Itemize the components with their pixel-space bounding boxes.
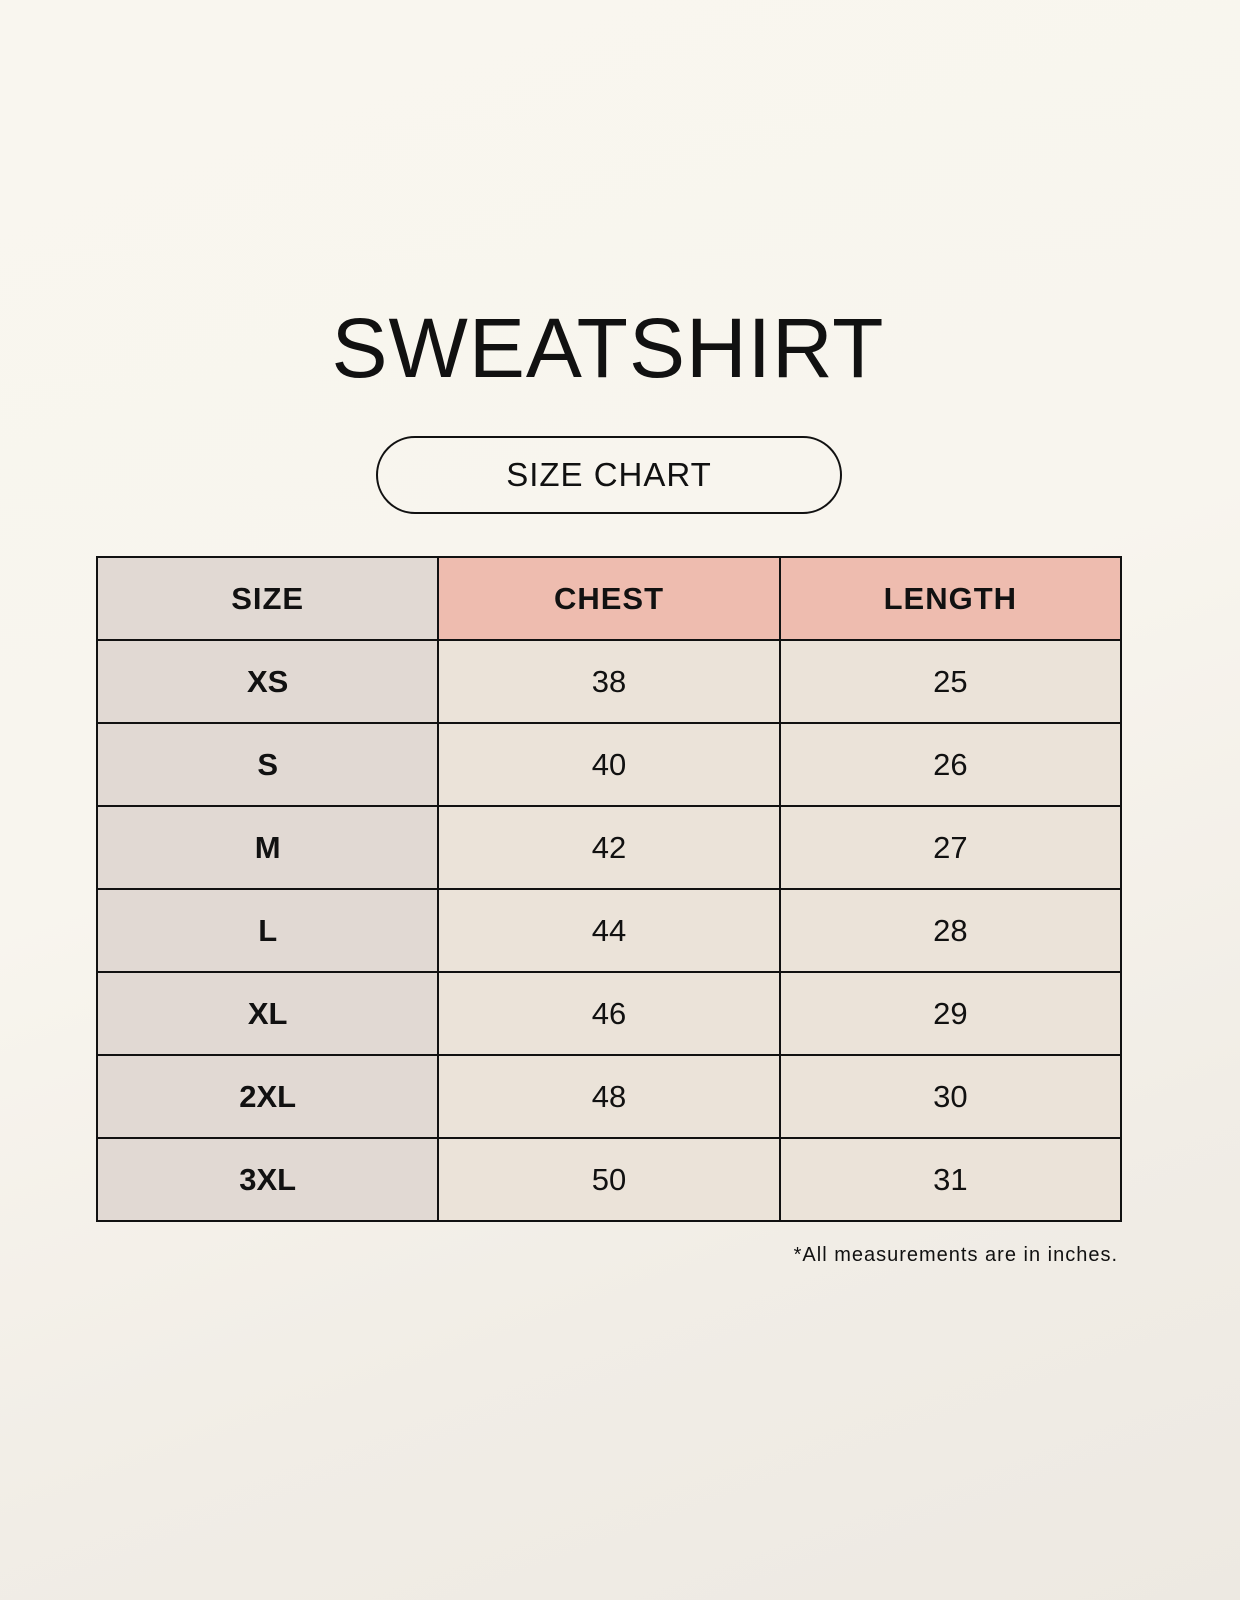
chest-cell: 44	[437, 888, 781, 973]
size-cell: L	[95, 888, 440, 973]
table-row: 3XL 50 31	[95, 1137, 1123, 1222]
table-row: L 44 28	[95, 888, 1123, 973]
table-row: S 40 26	[95, 722, 1123, 807]
size-cell: 2XL	[95, 1054, 440, 1139]
length-cell: 28	[778, 888, 1123, 973]
chest-cell: 46	[437, 971, 781, 1056]
size-chart-badge: SIZE CHART	[376, 436, 842, 514]
chest-cell: 38	[437, 639, 781, 724]
table-row: XL 46 29	[95, 971, 1123, 1056]
chest-cell: 50	[437, 1137, 781, 1222]
length-cell: 29	[778, 971, 1123, 1056]
chest-cell: 42	[437, 805, 781, 890]
size-cell: XL	[95, 971, 440, 1056]
length-cell: 25	[778, 639, 1123, 724]
chest-cell: 40	[437, 722, 781, 807]
chest-cell: 48	[437, 1054, 781, 1139]
table-row: M 42 27	[95, 805, 1123, 890]
table-row: XS 38 25	[95, 639, 1123, 724]
measurement-note: *All measurements are in inches.	[793, 1244, 1118, 1266]
size-cell: S	[95, 722, 440, 807]
size-cell: 3XL	[95, 1137, 440, 1222]
header-length: LENGTH	[778, 556, 1123, 641]
table-header-row: SIZE CHEST LENGTH	[95, 556, 1123, 641]
size-table: SIZE CHEST LENGTH XS 38 25 S 40 26 M 42 27 L 44 28 X…	[95, 556, 1123, 1222]
size-cell: XS	[95, 639, 440, 724]
length-cell: 30	[778, 1054, 1123, 1139]
page-title: SWEATSHIRT	[331, 301, 885, 395]
table-row: 2XL 48 30	[95, 1054, 1123, 1139]
length-cell: 27	[778, 805, 1123, 890]
length-cell: 31	[778, 1137, 1123, 1222]
length-cell: 26	[778, 722, 1123, 807]
header-size: SIZE	[95, 556, 440, 641]
header-chest: CHEST	[437, 556, 781, 641]
size-cell: M	[95, 805, 440, 890]
